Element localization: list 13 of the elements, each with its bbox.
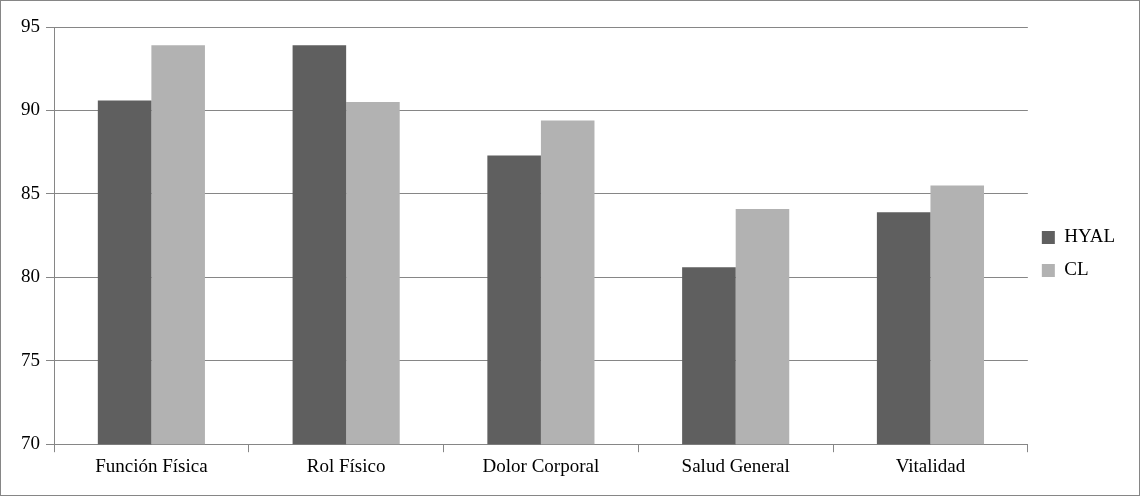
y-tick-label: 70 [21, 432, 40, 454]
y-tick-label: 85 [21, 181, 40, 203]
x-tick-label: Dolor Corporal [482, 454, 600, 476]
legend-label: CL [1064, 258, 1089, 280]
y-tick-label: 80 [21, 265, 40, 287]
x-tick-label: Función Física [95, 454, 209, 476]
x-tick-label: Rol Físico [306, 454, 386, 476]
y-tick-label: 90 [21, 98, 40, 120]
x-tick-label: Vitalidad [895, 454, 966, 476]
y-tick-label: 95 [21, 14, 40, 36]
legend-label: HYAL [1064, 225, 1116, 247]
x-tick-label: Salud General [681, 454, 790, 476]
y-tick-label: 75 [21, 348, 40, 370]
